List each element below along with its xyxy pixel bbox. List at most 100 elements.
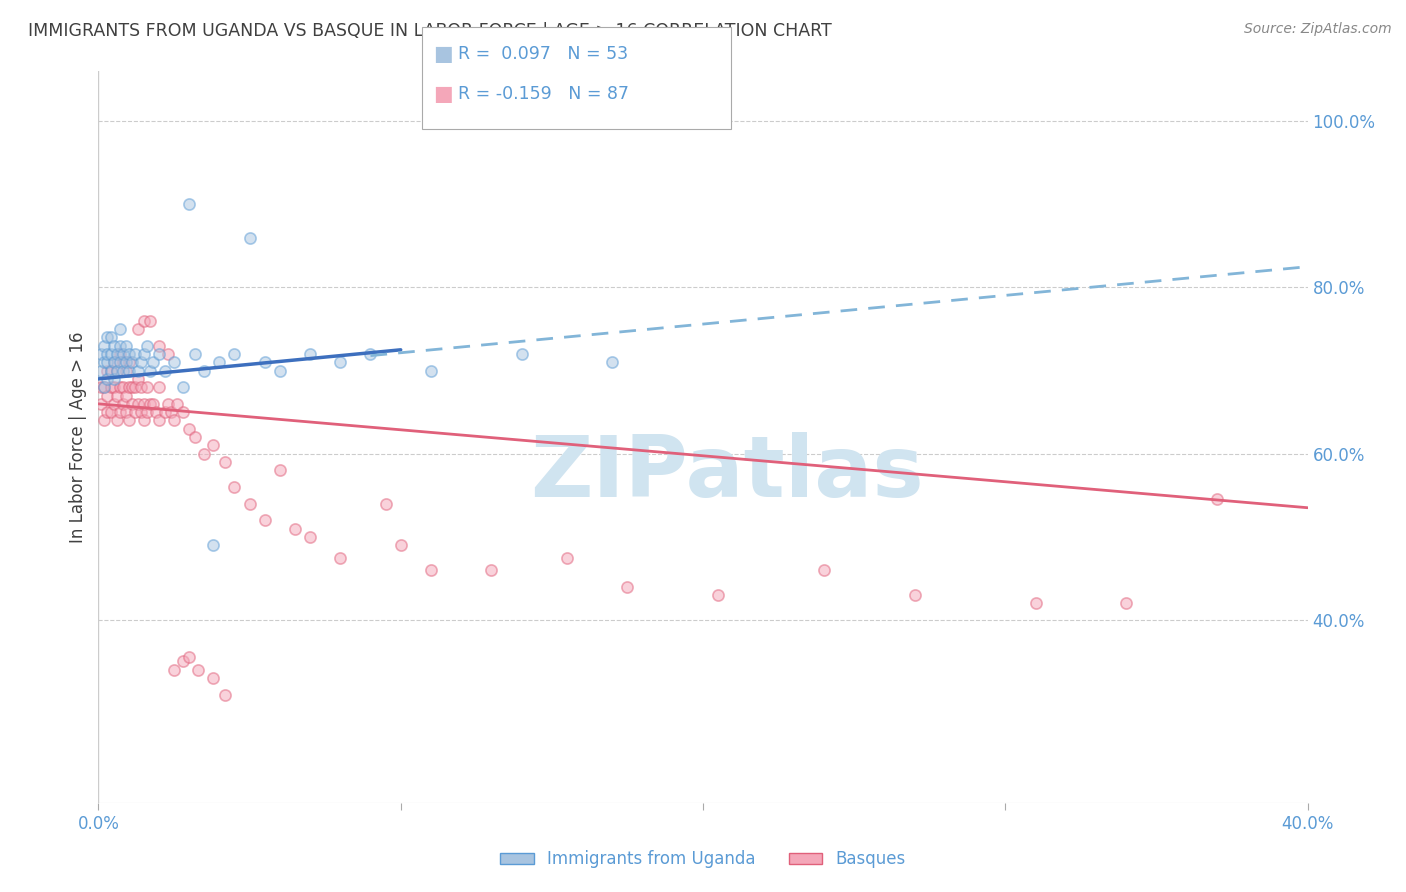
Point bbox=[93, 380, 115, 394]
Point bbox=[96, 330, 118, 344]
Point bbox=[105, 363, 128, 377]
Point bbox=[103, 397, 125, 411]
Point bbox=[111, 355, 134, 369]
Point bbox=[100, 363, 122, 377]
Point bbox=[103, 355, 125, 369]
Text: IMMIGRANTS FROM UGANDA VS BASQUE IN LABOR FORCE | AGE > 16 CORRELATION CHART: IMMIGRANTS FROM UGANDA VS BASQUE IN LABO… bbox=[28, 22, 832, 40]
Point bbox=[93, 338, 115, 352]
Text: ■: ■ bbox=[433, 44, 453, 63]
Point bbox=[103, 380, 125, 394]
Point bbox=[111, 397, 134, 411]
Point bbox=[108, 405, 131, 419]
Point bbox=[111, 380, 134, 394]
Text: R = -0.159   N = 87: R = -0.159 N = 87 bbox=[458, 85, 630, 103]
Point bbox=[145, 405, 167, 419]
Point bbox=[96, 355, 118, 369]
Point bbox=[90, 347, 112, 361]
Point bbox=[269, 363, 291, 377]
Point bbox=[1115, 596, 1137, 610]
Point bbox=[153, 363, 176, 377]
Point bbox=[96, 372, 118, 386]
Point bbox=[129, 380, 152, 394]
Point bbox=[148, 413, 170, 427]
Point bbox=[329, 355, 352, 369]
Point bbox=[105, 413, 128, 427]
Point bbox=[224, 480, 246, 494]
Point bbox=[208, 355, 231, 369]
Point bbox=[156, 347, 179, 361]
Point bbox=[129, 355, 152, 369]
Point bbox=[111, 347, 134, 361]
Point bbox=[148, 347, 170, 361]
Point bbox=[111, 363, 134, 377]
Point bbox=[163, 663, 186, 677]
Point bbox=[90, 397, 112, 411]
Point bbox=[166, 397, 188, 411]
Text: ■: ■ bbox=[433, 84, 453, 103]
Point bbox=[160, 405, 183, 419]
Point bbox=[103, 338, 125, 352]
Point bbox=[420, 363, 443, 377]
Point bbox=[124, 347, 146, 361]
Point bbox=[96, 363, 118, 377]
Point bbox=[299, 530, 322, 544]
Point bbox=[813, 563, 835, 577]
Point bbox=[239, 497, 262, 511]
Point bbox=[142, 355, 165, 369]
Point bbox=[127, 397, 149, 411]
Point bbox=[100, 347, 122, 361]
Point bbox=[1024, 596, 1046, 610]
Point bbox=[93, 380, 115, 394]
Point bbox=[163, 413, 186, 427]
Point bbox=[1206, 492, 1229, 507]
Point bbox=[108, 338, 131, 352]
Point bbox=[135, 338, 157, 352]
Point bbox=[90, 380, 112, 394]
Point bbox=[239, 230, 262, 244]
Point bbox=[114, 388, 136, 402]
Text: R =  0.097   N = 53: R = 0.097 N = 53 bbox=[458, 45, 628, 62]
Point bbox=[374, 497, 396, 511]
Point bbox=[163, 355, 186, 369]
Point bbox=[202, 538, 225, 552]
Point bbox=[93, 413, 115, 427]
Point bbox=[142, 397, 165, 411]
Point bbox=[96, 347, 118, 361]
Point bbox=[93, 355, 115, 369]
Point bbox=[179, 650, 201, 665]
Point bbox=[481, 563, 503, 577]
Point bbox=[202, 671, 225, 685]
Point bbox=[184, 347, 207, 361]
Point bbox=[420, 563, 443, 577]
Y-axis label: In Labor Force | Age > 16: In Labor Force | Age > 16 bbox=[69, 331, 87, 543]
Point bbox=[103, 355, 125, 369]
Point bbox=[124, 380, 146, 394]
Point bbox=[179, 197, 201, 211]
Point bbox=[214, 455, 236, 469]
Point bbox=[253, 355, 276, 369]
Point bbox=[132, 347, 155, 361]
Point bbox=[193, 363, 215, 377]
Point bbox=[127, 363, 149, 377]
Point bbox=[329, 550, 352, 565]
Point bbox=[202, 438, 225, 452]
Text: ZIPatlas: ZIPatlas bbox=[530, 432, 924, 516]
Point bbox=[114, 355, 136, 369]
Point bbox=[118, 355, 141, 369]
Point bbox=[114, 338, 136, 352]
Point bbox=[156, 397, 179, 411]
Point bbox=[299, 347, 322, 361]
Point bbox=[904, 588, 927, 602]
Point bbox=[127, 372, 149, 386]
Point bbox=[132, 397, 155, 411]
Point bbox=[172, 405, 194, 419]
Point bbox=[105, 388, 128, 402]
Point bbox=[510, 347, 533, 361]
Point bbox=[129, 405, 152, 419]
Point bbox=[139, 363, 162, 377]
Point bbox=[132, 413, 155, 427]
Point bbox=[108, 347, 131, 361]
Point bbox=[100, 330, 122, 344]
Point bbox=[96, 405, 118, 419]
Point bbox=[124, 405, 146, 419]
